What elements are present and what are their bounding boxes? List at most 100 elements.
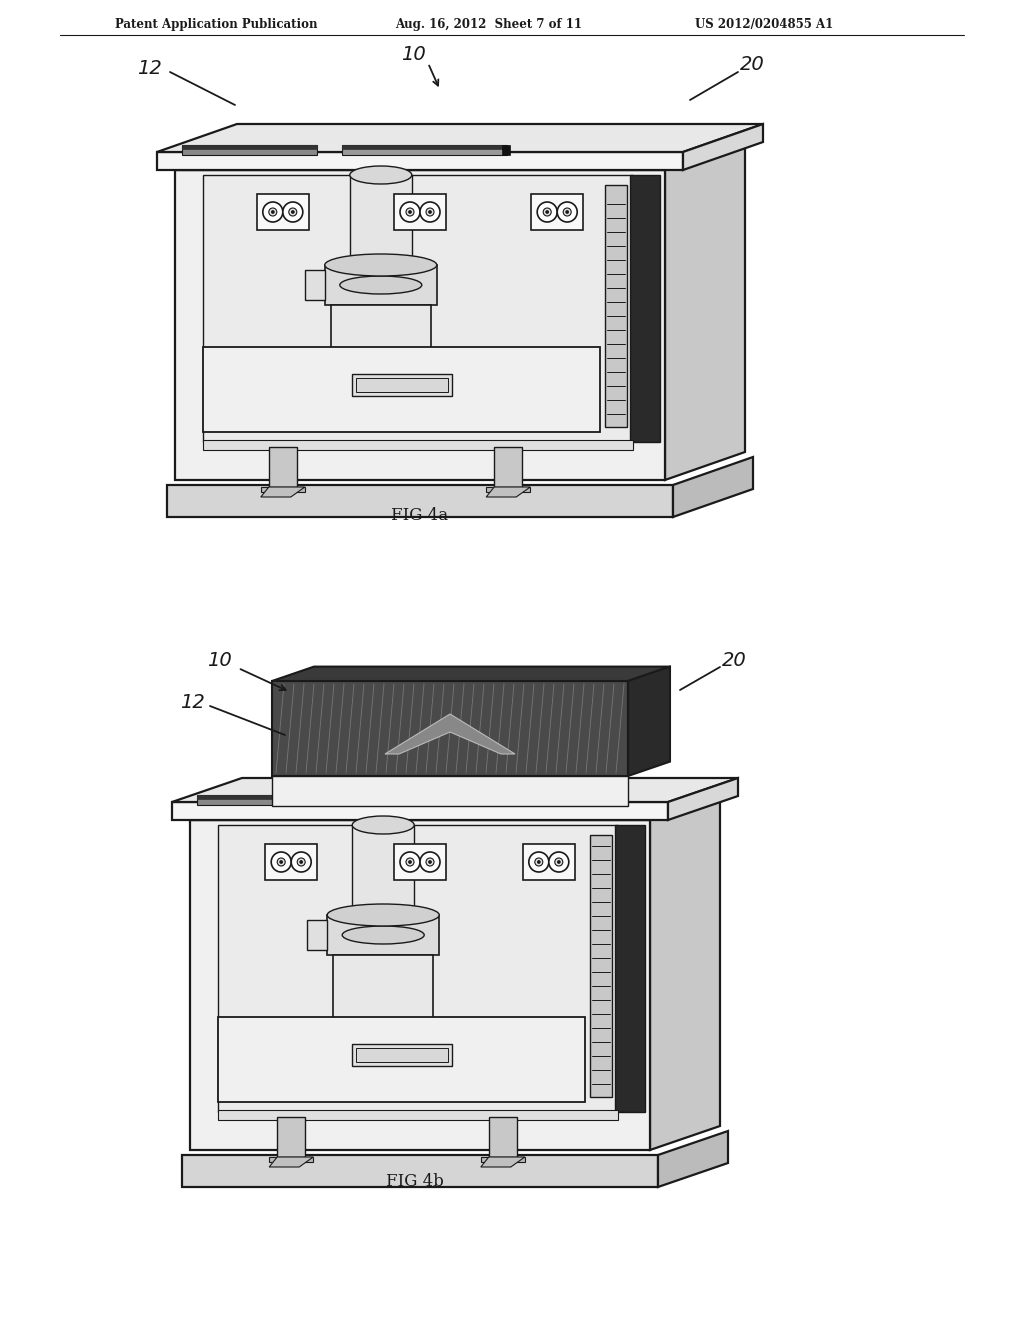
Polygon shape xyxy=(683,124,763,170)
Bar xyxy=(615,825,645,1111)
Circle shape xyxy=(409,861,412,863)
Circle shape xyxy=(528,851,549,873)
Bar xyxy=(203,440,633,450)
Bar xyxy=(523,843,574,880)
Circle shape xyxy=(565,210,568,214)
Bar xyxy=(157,152,683,170)
Bar xyxy=(331,305,431,375)
Circle shape xyxy=(426,858,434,866)
Bar xyxy=(488,1117,517,1158)
Bar xyxy=(342,145,507,154)
Bar xyxy=(325,265,437,305)
Bar xyxy=(355,378,447,392)
Circle shape xyxy=(289,209,297,216)
Polygon shape xyxy=(175,143,745,170)
Bar xyxy=(328,915,439,954)
Bar xyxy=(605,185,627,426)
Bar xyxy=(355,1048,447,1061)
Bar xyxy=(175,170,665,480)
Text: 20: 20 xyxy=(722,651,746,669)
Circle shape xyxy=(543,209,551,216)
Text: 12: 12 xyxy=(180,693,205,711)
Circle shape xyxy=(555,858,563,866)
Bar xyxy=(357,795,522,799)
Bar xyxy=(517,795,525,805)
Circle shape xyxy=(428,210,431,214)
Circle shape xyxy=(268,209,276,216)
Text: US 2012/0204855 A1: US 2012/0204855 A1 xyxy=(695,18,834,30)
Bar xyxy=(218,825,618,1111)
Polygon shape xyxy=(481,1158,524,1167)
Circle shape xyxy=(283,202,303,222)
Bar xyxy=(342,145,507,149)
Circle shape xyxy=(549,851,568,873)
Polygon shape xyxy=(668,777,738,820)
Bar xyxy=(351,1044,452,1065)
Bar xyxy=(531,194,584,230)
Bar xyxy=(350,176,412,335)
Bar xyxy=(257,194,309,230)
Bar xyxy=(351,374,452,396)
Bar xyxy=(218,1110,618,1119)
Bar xyxy=(182,145,317,154)
Circle shape xyxy=(297,858,305,866)
Circle shape xyxy=(271,210,274,214)
Bar xyxy=(265,843,317,880)
Ellipse shape xyxy=(325,253,437,276)
Bar xyxy=(307,920,328,950)
Circle shape xyxy=(300,861,303,863)
Bar xyxy=(630,176,660,442)
Bar xyxy=(590,836,612,1097)
Ellipse shape xyxy=(342,927,424,944)
Circle shape xyxy=(428,861,431,863)
Text: Patent Application Publication: Patent Application Publication xyxy=(115,18,317,30)
Bar xyxy=(172,803,668,820)
Bar xyxy=(305,271,325,300)
Text: 10: 10 xyxy=(400,45,425,65)
Circle shape xyxy=(406,858,414,866)
Polygon shape xyxy=(172,777,738,803)
Polygon shape xyxy=(673,457,753,517)
Polygon shape xyxy=(157,124,763,152)
Circle shape xyxy=(271,851,291,873)
Text: 20: 20 xyxy=(740,55,765,74)
Polygon shape xyxy=(481,1158,524,1162)
Bar xyxy=(333,954,433,1026)
Bar xyxy=(502,145,510,154)
Polygon shape xyxy=(628,667,670,776)
Circle shape xyxy=(409,210,412,214)
Bar xyxy=(167,484,673,517)
Bar xyxy=(190,820,650,1150)
Circle shape xyxy=(538,202,557,222)
Bar xyxy=(218,1016,585,1102)
Circle shape xyxy=(291,851,311,873)
Circle shape xyxy=(420,202,440,222)
Circle shape xyxy=(263,202,283,222)
Text: 12: 12 xyxy=(137,58,162,78)
Polygon shape xyxy=(261,487,305,498)
Bar xyxy=(268,447,297,487)
Polygon shape xyxy=(665,143,745,480)
Circle shape xyxy=(535,858,543,866)
Bar xyxy=(197,795,332,805)
Circle shape xyxy=(546,210,549,214)
Circle shape xyxy=(400,851,420,873)
Circle shape xyxy=(400,202,420,222)
Text: FIG 4a: FIG 4a xyxy=(391,507,449,524)
Circle shape xyxy=(426,209,434,216)
Circle shape xyxy=(557,202,578,222)
Bar xyxy=(394,843,446,880)
Circle shape xyxy=(557,861,560,863)
Polygon shape xyxy=(650,796,720,1150)
Bar xyxy=(203,176,633,442)
Bar xyxy=(394,194,446,230)
Ellipse shape xyxy=(340,276,422,294)
Circle shape xyxy=(538,861,541,863)
Text: 10: 10 xyxy=(207,651,232,669)
Circle shape xyxy=(291,210,294,214)
Text: FIG 4b: FIG 4b xyxy=(386,1173,444,1191)
Polygon shape xyxy=(269,1158,313,1167)
Circle shape xyxy=(420,851,440,873)
Text: Aug. 16, 2012  Sheet 7 of 11: Aug. 16, 2012 Sheet 7 of 11 xyxy=(395,18,582,30)
Ellipse shape xyxy=(328,904,439,927)
